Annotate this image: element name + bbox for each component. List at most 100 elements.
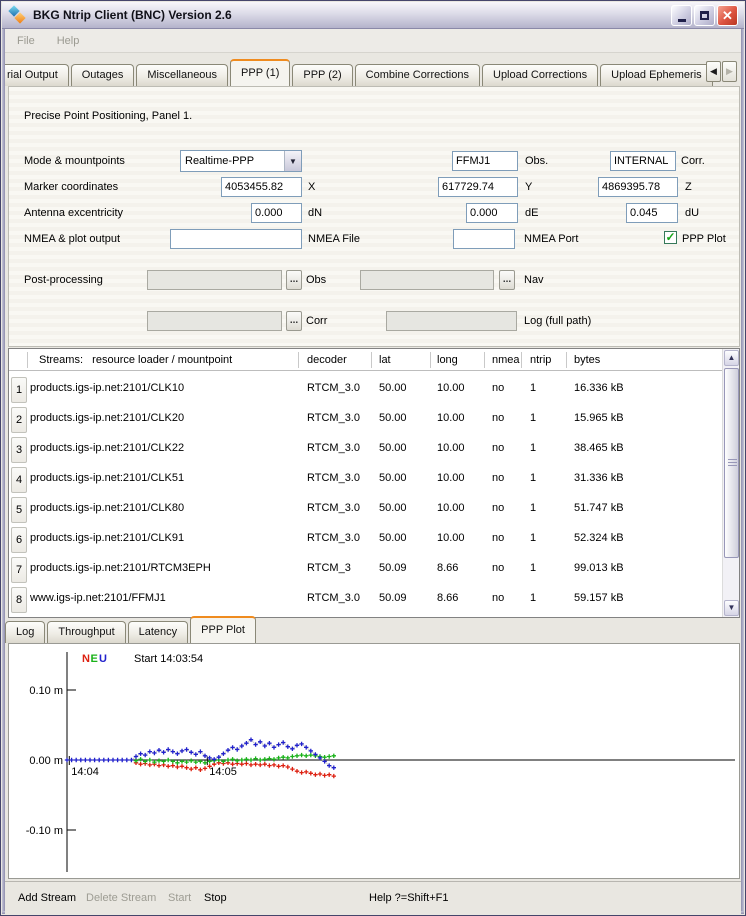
close-button[interactable]: ✕	[717, 5, 738, 26]
stream-cell-lat[interactable]: 50.00	[379, 532, 407, 544]
stream-cell-long[interactable]: 10.00	[437, 472, 465, 484]
chevron-down-icon[interactable]: ▼	[284, 151, 301, 171]
stream-cell-bytes[interactable]: 99.013 kB	[574, 562, 624, 574]
row-number[interactable]: 6	[11, 527, 27, 553]
stream-cell-ntrip[interactable]: 1	[530, 472, 537, 484]
stream-cell-mountpoint[interactable]: products.igs-ip.net:2101/RTCM3EPH	[30, 562, 211, 574]
stream-cell-mountpoint[interactable]: products.igs-ip.net:2101/CLK80	[30, 502, 185, 514]
stream-cell-mountpoint[interactable]: products.igs-ip.net:2101/CLK22	[30, 442, 185, 454]
stream-cell-decoder[interactable]: RTCM_3.0	[307, 532, 360, 544]
menu-file[interactable]: File	[17, 34, 35, 47]
stream-cell-mountpoint[interactable]: products.igs-ip.net:2101/CLK10	[30, 382, 185, 394]
tab-log[interactable]: Log	[5, 621, 46, 643]
scroll-down-icon[interactable]: ▼	[724, 600, 739, 616]
tab-throughput[interactable]: Throughput	[47, 621, 126, 643]
row-number[interactable]: 1	[11, 377, 27, 403]
post-obs-browse-button[interactable]: ...	[286, 270, 302, 290]
stream-cell-long[interactable]: 10.00	[437, 532, 465, 544]
menu-help[interactable]: Help	[56, 34, 80, 47]
stream-cell-nmea[interactable]: no	[492, 382, 505, 394]
stream-cell-nmea[interactable]: no	[492, 442, 505, 454]
stream-cell-decoder[interactable]: RTCM_3.0	[307, 592, 360, 604]
stream-cell-lat[interactable]: 50.00	[379, 472, 407, 484]
action-add-stream[interactable]: Add Stream	[18, 892, 77, 904]
tab-ppp-1[interactable]: PPP (1)	[230, 59, 291, 86]
stream-cell-long[interactable]: 10.00	[437, 442, 465, 454]
antenna-dn-field[interactable]	[251, 203, 302, 223]
stream-cell-mountpoint[interactable]: products.igs-ip.net:2101/CLK20	[30, 412, 185, 424]
row-number[interactable]: 5	[11, 497, 27, 523]
stream-cell-bytes[interactable]: 51.747 kB	[574, 502, 624, 514]
stream-cell-lat[interactable]: 50.00	[379, 412, 407, 424]
stream-cell-ntrip[interactable]: 1	[530, 532, 537, 544]
tab-outages[interactable]: Outages	[70, 64, 135, 86]
stream-cell-lat[interactable]: 50.09	[379, 592, 407, 604]
column-header-long[interactable]: long	[437, 354, 458, 366]
post-nav-browse-button[interactable]: ...	[499, 270, 515, 290]
stream-cell-nmea[interactable]: no	[492, 472, 505, 484]
tab-ppp-plot[interactable]: PPP Plot	[190, 616, 256, 643]
stream-cell-ntrip[interactable]: 1	[530, 412, 537, 424]
stream-cell-ntrip[interactable]: 1	[530, 442, 537, 454]
row-number[interactable]: 7	[11, 557, 27, 583]
scroll-up-icon[interactable]: ▲	[724, 350, 739, 366]
row-number[interactable]: 8	[11, 587, 27, 613]
column-header-col0[interactable]: Streams: resource loader / mountpoint	[39, 354, 233, 366]
tab-scroll-right-icon[interactable]: ▶	[722, 61, 737, 82]
stream-cell-ntrip[interactable]: 1	[530, 382, 537, 394]
action-stop[interactable]: Stop	[204, 892, 227, 904]
obs-mountpoint-field[interactable]	[452, 151, 518, 171]
stream-cell-long[interactable]: 10.00	[437, 502, 465, 514]
stream-cell-nmea[interactable]: no	[492, 532, 505, 544]
corr-mountpoint-field[interactable]	[610, 151, 676, 171]
stream-cell-decoder[interactable]: RTCM_3	[307, 562, 351, 574]
stream-cell-bytes[interactable]: 16.336 kB	[574, 382, 624, 394]
nmea-file-field[interactable]	[170, 229, 302, 249]
stream-cell-decoder[interactable]: RTCM_3.0	[307, 382, 360, 394]
stream-cell-ntrip[interactable]: 1	[530, 562, 537, 574]
mode-combobox[interactable]: Realtime-PPP ▼	[180, 150, 302, 172]
stream-cell-decoder[interactable]: RTCM_3.0	[307, 472, 360, 484]
stream-cell-lat[interactable]: 50.00	[379, 382, 407, 394]
stream-cell-lat[interactable]: 50.00	[379, 442, 407, 454]
column-header-bytes[interactable]: bytes	[574, 354, 601, 366]
tab-ppp-2[interactable]: PPP (2)	[292, 64, 353, 86]
streams-scrollbar[interactable]: ▲ ▼	[722, 349, 739, 617]
stream-cell-ntrip[interactable]: 1	[530, 502, 537, 514]
post-corr-browse-button[interactable]: ...	[286, 311, 302, 331]
stream-cell-mountpoint[interactable]: products.igs-ip.net:2101/CLK51	[30, 472, 185, 484]
stream-cell-lat[interactable]: 50.00	[379, 502, 407, 514]
stream-cell-nmea[interactable]: no	[492, 592, 505, 604]
marker-z-field[interactable]	[598, 177, 678, 197]
stream-cell-ntrip[interactable]: 1	[530, 592, 537, 604]
action-help-shift-f1[interactable]: Help ?=Shift+F1	[369, 892, 449, 904]
stream-cell-decoder[interactable]: RTCM_3.0	[307, 412, 360, 424]
column-header-nmea[interactable]: nmea	[492, 354, 520, 366]
scrollbar-thumb[interactable]	[724, 368, 739, 558]
marker-x-field[interactable]	[221, 177, 302, 197]
maximize-button[interactable]	[694, 5, 715, 26]
row-number[interactable]: 3	[11, 437, 27, 463]
stream-cell-long[interactable]: 8.66	[437, 592, 459, 604]
row-number[interactable]: 2	[11, 407, 27, 433]
marker-y-field[interactable]	[438, 177, 518, 197]
minimize-button[interactable]	[671, 5, 692, 26]
tab-combine-corrections[interactable]: Combine Corrections	[354, 64, 480, 86]
ppp-plot-checkbox[interactable]: ✓	[664, 230, 677, 244]
nmea-port-field[interactable]	[453, 229, 515, 249]
stream-cell-nmea[interactable]: no	[492, 412, 505, 424]
stream-cell-long[interactable]: 8.66	[437, 562, 459, 574]
column-header-lat[interactable]: lat	[379, 354, 391, 366]
column-header-decoder[interactable]: decoder	[307, 354, 347, 366]
stream-cell-bytes[interactable]: 59.157 kB	[574, 592, 624, 604]
tab-upload-corrections[interactable]: Upload Corrections	[482, 64, 599, 86]
antenna-de-field[interactable]	[466, 203, 518, 223]
stream-cell-long[interactable]: 10.00	[437, 382, 465, 394]
tab-upload-ephemeris[interactable]: Upload Ephemeris	[600, 64, 713, 86]
stream-cell-mountpoint[interactable]: www.igs-ip.net:2101/FFMJ1	[30, 592, 166, 604]
stream-cell-nmea[interactable]: no	[492, 562, 505, 574]
row-number[interactable]: 4	[11, 467, 27, 493]
stream-cell-bytes[interactable]: 15.965 kB	[574, 412, 624, 424]
stream-cell-long[interactable]: 10.00	[437, 412, 465, 424]
tab-latency[interactable]: Latency	[127, 621, 189, 643]
